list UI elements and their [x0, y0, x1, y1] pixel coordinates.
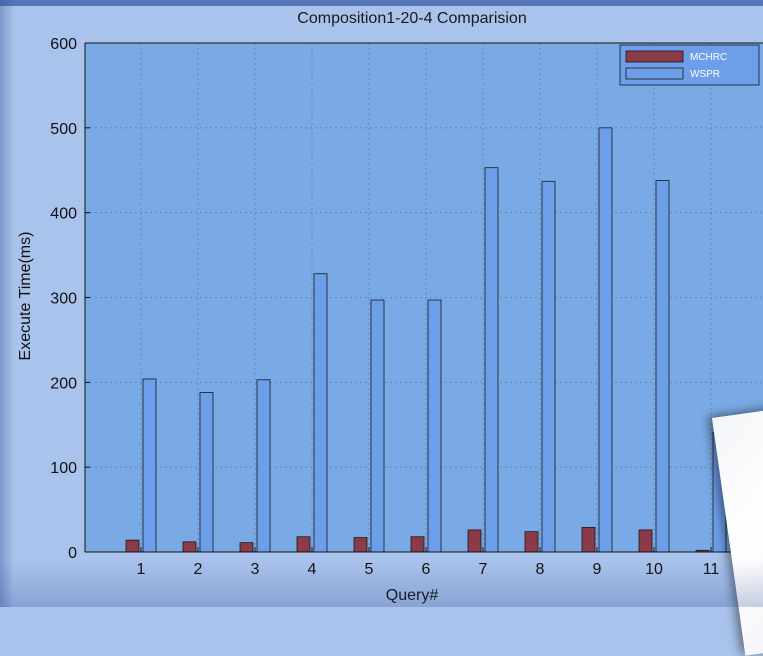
x-tick-label: 6: [422, 561, 431, 578]
bar-mchrc-9: [581, 526, 596, 553]
bar-wspr-6: [427, 299, 442, 553]
x-tick-label: 9: [593, 561, 602, 578]
legend-swatch-mchrc: [625, 50, 684, 63]
legend-swatch-wspr: [625, 67, 684, 80]
y-tick-label: 600: [50, 36, 77, 53]
bar-chart: 0 100 200 300 400 500 600 1 2 3 4 5 6 7 8 9 10 11 Compos…: [17, 10, 763, 604]
bar-mchrc-8: [524, 531, 539, 553]
x-tick-label: 1: [137, 561, 146, 578]
top-strip: [0, 0, 763, 6]
bar-wspr-8: [541, 180, 556, 553]
bar-mchrc-2: [182, 541, 197, 553]
bar-mchrc-10: [638, 529, 653, 553]
x-tick-label: 4: [308, 561, 317, 578]
chart-title: Composition1-20-4 Comparision: [297, 10, 526, 27]
bar-mchrc-7: [467, 529, 482, 553]
y-tick-label: 200: [50, 375, 77, 392]
bar-wspr-9: [598, 127, 613, 553]
y-tick-label: 100: [50, 460, 77, 477]
bar-mchrc-5: [353, 537, 368, 553]
bars-group: [125, 127, 727, 553]
x-axis-label: Query#: [386, 587, 439, 604]
bar-wspr-3: [256, 379, 271, 553]
x-tick-label: 11: [703, 561, 720, 578]
bar-wspr-2: [199, 392, 214, 553]
legend-label-mchrc: MCHRC: [690, 52, 727, 63]
y-tick-label: 400: [50, 206, 77, 223]
bar-mchrc-1: [125, 539, 140, 553]
bar-mchrc-4: [296, 536, 311, 553]
bar-wspr-1: [142, 378, 157, 553]
bar-mchrc-3: [239, 542, 254, 553]
legend: MCHRC WSPR: [619, 44, 760, 86]
y-tick-labels: 0 100 200 300 400 500 600: [50, 36, 77, 562]
x-tick-label: 2: [194, 561, 203, 578]
bar-wspr-5: [370, 299, 385, 553]
x-tick-label: 8: [536, 561, 545, 578]
legend-label-wspr: WSPR: [690, 69, 720, 80]
bar-wspr-10: [655, 180, 670, 553]
x-tick-label: 7: [479, 561, 488, 578]
bar-wspr-7: [484, 167, 499, 553]
y-tick-label: 0: [68, 545, 77, 562]
x-tick-label: 10: [645, 561, 663, 578]
bar-mchrc-6: [410, 536, 425, 553]
x-tick-label: 5: [365, 561, 374, 578]
axes: [84, 42, 763, 553]
x-tick-labels: 1 2 3 4 5 6 7 8 9 10 11: [137, 561, 720, 578]
y-tick-label: 300: [50, 291, 77, 308]
y-tick-label: 500: [50, 121, 77, 138]
bar-wspr-4: [313, 273, 328, 553]
y-axis-label: Execute Time(ms): [17, 232, 34, 361]
x-tick-label: 3: [251, 561, 260, 578]
